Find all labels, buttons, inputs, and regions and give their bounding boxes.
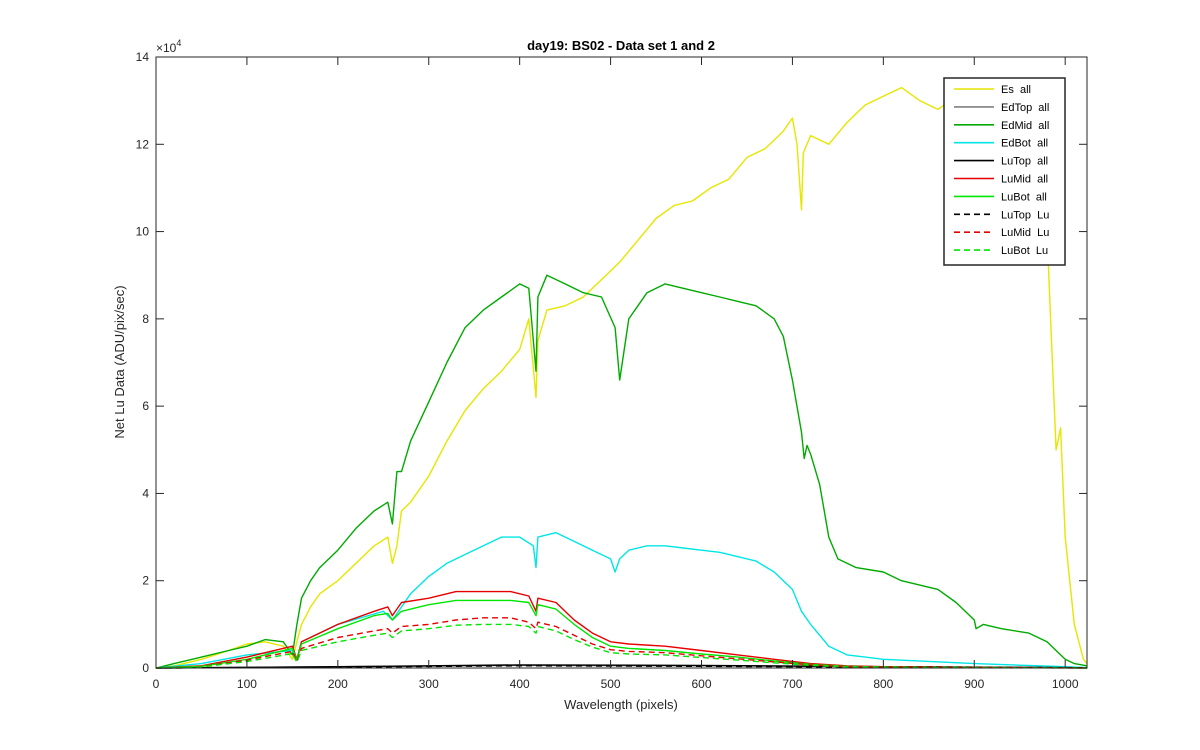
legend-box <box>943 77 1066 266</box>
series-line-2 <box>155 274 1088 669</box>
y-tick-label: 4 <box>142 486 149 500</box>
chart-title: day19: BS02 - Data set 1 and 2 <box>527 38 715 53</box>
legend-label-7: LuTop Lu <box>1001 209 1049 221</box>
x-tick-label: 400 <box>510 677 530 691</box>
legend-label-8: LuMid Lu <box>1001 227 1049 239</box>
x-tick-label: 0 <box>153 677 160 691</box>
legend-label-5: LuMid all <box>1001 174 1048 186</box>
y-tick-label: 14 <box>136 50 150 64</box>
legend-label-2: EdMid all <box>1001 120 1049 132</box>
x-tick-label: 1000 <box>1052 677 1079 691</box>
x-tick-label: 900 <box>964 677 984 691</box>
series-line-3 <box>155 532 1088 669</box>
legend-label-1: EdTop all <box>1001 102 1049 114</box>
series-line-5 <box>155 590 1088 669</box>
series-line-9 <box>155 623 1088 669</box>
x-tick-label: 500 <box>601 677 621 691</box>
legend: Es all EdTop all EdMid all EdBot all LuTop a… <box>943 77 1066 266</box>
y-axis-exponent-power: 4 <box>176 38 181 48</box>
y-tick-label: 12 <box>136 137 150 151</box>
y-axis-exponent: ×104 <box>156 38 181 55</box>
y-tick-label: 10 <box>136 225 150 239</box>
y-tick-label: 8 <box>142 312 149 326</box>
plot-frame <box>155 56 1088 669</box>
x-tick-label: 800 <box>873 677 893 691</box>
legend-label-4: LuTop all <box>1001 156 1048 168</box>
y-axis-label: Net Lu Data (ADU/pix/sec) <box>112 285 127 438</box>
y-tick-label: 6 <box>142 399 149 413</box>
legend-label-9: LuBot Lu <box>1001 245 1048 257</box>
x-tick-label: 700 <box>782 677 802 691</box>
plot-area <box>156 57 1087 668</box>
x-tick-label: 100 <box>237 677 257 691</box>
x-tick-label: 200 <box>328 677 348 691</box>
legend-label-0: Es all <box>1001 84 1031 96</box>
y-tick-label: 0 <box>142 661 149 675</box>
x-tick-label: 600 <box>691 677 711 691</box>
legend-label-6: LuBot all <box>1001 191 1047 203</box>
ticks-layer: 0 100 200 300 400 500 600 700 800 900 1000 0 2 4 6 8 10 1… <box>136 50 1087 691</box>
y-axis-exponent-base: ×10 <box>156 41 177 55</box>
x-axis-label: Wavelength (pixels) <box>564 697 678 712</box>
legend-label-3: EdBot all <box>1001 138 1048 150</box>
y-tick-label: 2 <box>142 574 149 588</box>
x-tick-label: 300 <box>419 677 439 691</box>
